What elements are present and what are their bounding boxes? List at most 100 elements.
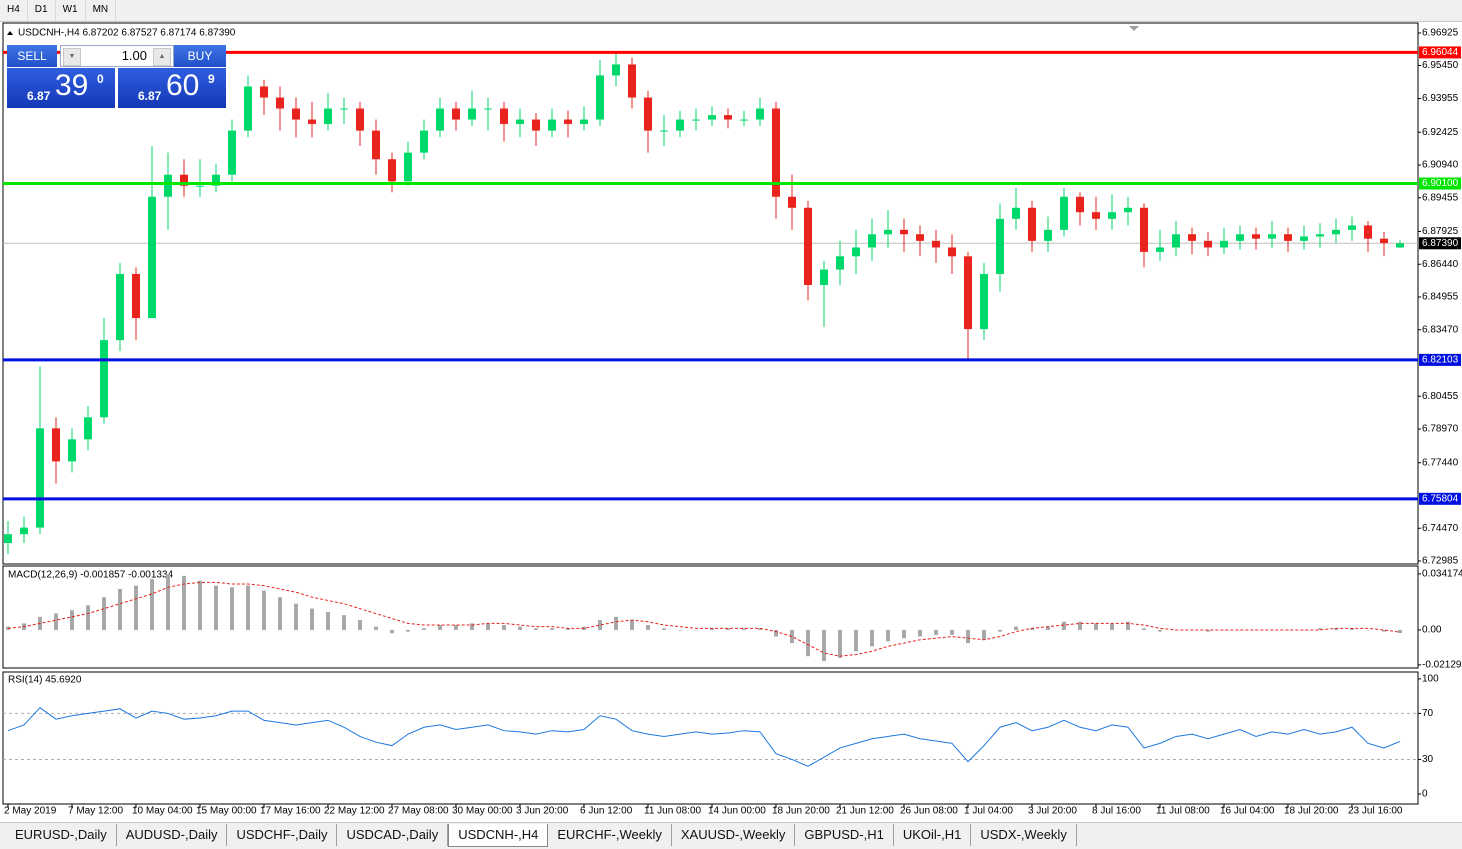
macd-bar: [70, 610, 74, 630]
macd-bar: [806, 629, 810, 657]
macd-bar: [566, 628, 570, 630]
macd-bar: [790, 629, 794, 644]
macd-bar: [886, 629, 890, 642]
chart-tab[interactable]: GBPUSD-,H1: [795, 824, 894, 846]
macd-bar: [54, 613, 58, 630]
macd-bar: [1238, 629, 1242, 631]
price-panel: [2, 22, 1419, 565]
candle-body: [596, 75, 604, 120]
chart-tab[interactable]: XAUUSD-,Weekly: [672, 824, 796, 846]
ask-tile[interactable]: 6.87 60 9: [118, 68, 226, 108]
macd-bar: [646, 625, 650, 630]
chart-tab[interactable]: USDCHF-,Daily: [227, 824, 338, 846]
candle-body: [132, 273, 140, 319]
candle-body: [996, 218, 1004, 274]
candle-body: [516, 119, 524, 124]
macd-bar: [630, 620, 634, 630]
macd-bar: [1110, 623, 1114, 630]
rsi-panel: [2, 671, 1419, 805]
price-label: 6.90100: [1422, 178, 1459, 189]
y-tick-label: 6.80455: [1422, 391, 1459, 402]
macd-bar: [614, 616, 618, 630]
chart-tab[interactable]: USDCAD-,Daily: [337, 824, 449, 846]
macd-bar: [694, 629, 698, 631]
macd-bar: [358, 620, 362, 630]
chart-tab[interactable]: USDX-,Weekly: [971, 824, 1077, 846]
chart-tab[interactable]: UKOil-,H1: [894, 824, 972, 846]
chart-tab[interactable]: EURUSD-,Daily: [6, 824, 117, 846]
macd-bar: [678, 629, 682, 631]
macd-bar: [454, 625, 458, 630]
macd-bar: [342, 615, 346, 630]
ask-small: 9: [208, 72, 215, 86]
macd-bar: [1382, 629, 1386, 632]
candle-body: [276, 97, 284, 109]
price-label: 6.75804: [1422, 493, 1459, 504]
timeframe-button[interactable]: W1: [56, 0, 86, 21]
buy-button[interactable]: BUY: [174, 45, 226, 67]
macd-bar: [534, 628, 538, 630]
candle-body: [372, 130, 380, 160]
x-tick-label: 17 May 16:00: [260, 806, 321, 817]
timeframe-button[interactable]: D1: [28, 0, 56, 21]
macd-bar: [214, 585, 218, 630]
macd-bar: [726, 628, 730, 630]
candle-body: [4, 534, 12, 544]
candle-body: [1156, 247, 1164, 252]
candle-body: [212, 174, 220, 186]
macd-bar: [502, 625, 506, 630]
price-label: 6.96044: [1422, 47, 1459, 58]
macd-bar: [294, 603, 298, 630]
bid-tile[interactable]: 6.87 39 0: [7, 68, 115, 108]
chart-tabs: EURUSD-,Daily AUDUSD-,Daily USDCHF-,Daily U…: [0, 822, 1462, 849]
candle-body: [1252, 234, 1260, 239]
macd-bar: [102, 597, 106, 630]
timeframe-button[interactable]: MN: [86, 0, 117, 21]
y-tick-label: 6.96925: [1422, 28, 1459, 39]
candle-body: [100, 340, 108, 418]
candle-body: [20, 527, 28, 535]
candle-body: [644, 97, 652, 131]
macd-bar: [278, 597, 282, 630]
rsi-title: RSI(14) 45.6920: [8, 675, 82, 686]
candle-body: [1012, 207, 1020, 219]
chart-tab[interactable]: EURCHF-,Weekly: [548, 824, 672, 846]
macd-title: MACD(12,26,9) -0.001857 -0.001334: [8, 570, 174, 581]
candle-body: [836, 256, 844, 270]
chart-tab[interactable]: USDCNH-,H4: [448, 824, 549, 847]
candle-body: [1220, 240, 1228, 248]
candle-body: [564, 119, 572, 124]
lot-down[interactable]: ▼: [63, 48, 81, 66]
candle-body: [932, 240, 940, 248]
macd-bar: [774, 629, 778, 637]
candle-body: [484, 108, 492, 110]
lot-up[interactable]: ▲: [153, 48, 171, 66]
candle-body: [244, 86, 252, 131]
candle-body: [1124, 207, 1132, 213]
sell-button[interactable]: SELL: [7, 45, 57, 67]
macd-bar: [950, 629, 954, 635]
candle-body: [1396, 243, 1404, 248]
macd-bar: [486, 623, 490, 630]
x-tick-label: 3 Jun 20:00: [516, 806, 569, 817]
bid-big: 39: [55, 69, 89, 102]
chart-tab[interactable]: AUDUSD-,Daily: [117, 824, 228, 846]
macd-bar: [422, 628, 426, 630]
lot-input[interactable]: ▼ 1.00 ▲: [60, 45, 174, 67]
candle-body: [180, 174, 188, 186]
ask-prefix: 6.87: [138, 89, 162, 103]
candle-body: [756, 108, 764, 120]
macd-bar: [934, 629, 938, 635]
macd-bar: [1126, 621, 1130, 630]
y-tick-label: 6.77440: [1422, 457, 1459, 468]
x-tick-label: 23 Jul 16:00: [1348, 806, 1403, 817]
y-tick-label: 6.86440: [1422, 259, 1459, 270]
timeframe-button[interactable]: H4: [0, 0, 28, 21]
candle-body: [916, 234, 924, 241]
candle-body: [948, 247, 956, 257]
x-tick-label: 2 May 2019: [4, 806, 57, 817]
candle-body: [900, 229, 908, 235]
y-tick-label: 6.78970: [1422, 424, 1459, 435]
candle-body: [1348, 225, 1356, 230]
macd-bar: [1078, 621, 1082, 630]
